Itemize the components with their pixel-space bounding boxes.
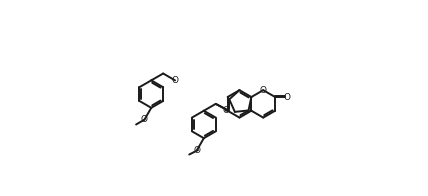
Text: O: O	[283, 93, 291, 102]
Text: O: O	[193, 146, 200, 155]
Text: O: O	[223, 106, 229, 115]
Text: O: O	[172, 76, 178, 85]
Text: O: O	[260, 86, 267, 95]
Text: O: O	[140, 115, 147, 124]
